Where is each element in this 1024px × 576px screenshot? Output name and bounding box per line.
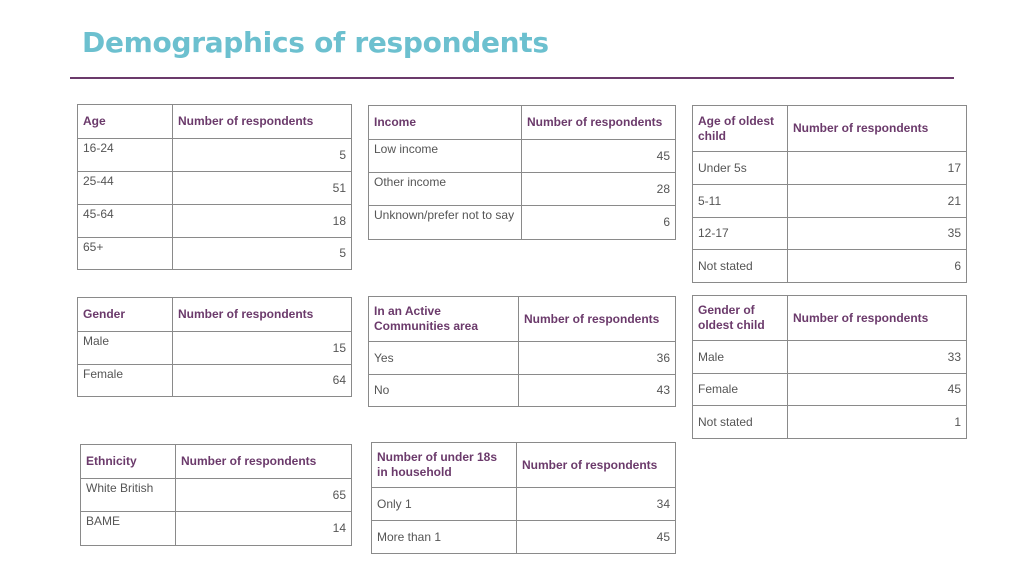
ethnicity-table: Ethnicity Number of respondents White Br… xyxy=(80,444,352,546)
row-label: Only 1 xyxy=(371,487,517,521)
table-row: Unknown/prefer not to say 6 xyxy=(368,205,676,240)
row-label: Unknown/prefer not to say xyxy=(368,205,522,240)
age-table: Age Number of respondents 16-24 5 25-44 … xyxy=(77,104,352,270)
row-label: 16-24 xyxy=(77,138,173,172)
row-label: 12-17 xyxy=(692,217,788,250)
row-label: Female xyxy=(77,364,173,397)
ethnicity-header-category: Ethnicity xyxy=(80,444,176,479)
row-label: 45-64 xyxy=(77,204,173,238)
table-row: Female 45 xyxy=(692,373,967,406)
table-row: Male 33 xyxy=(692,340,967,374)
row-value: 45 xyxy=(787,373,967,406)
gender-oldest-child-header-category: Gender of oldest child xyxy=(692,295,788,341)
row-label: Male xyxy=(692,340,788,374)
gender-of-oldest-child-table: Gender of oldest child Number of respond… xyxy=(692,295,967,439)
table-row: 16-24 5 xyxy=(77,138,352,172)
age-header-category: Age xyxy=(77,104,173,139)
row-value: 51 xyxy=(172,171,352,205)
table-row: 25-44 51 xyxy=(77,171,352,205)
active-communities-header-category: In an Active Communities area xyxy=(368,296,519,342)
income-header-count: Number of respondents xyxy=(521,105,676,140)
table-row: Under 5s 17 xyxy=(692,151,967,185)
table-row: 45-64 18 xyxy=(77,204,352,238)
active-communities-header-count: Number of respondents xyxy=(518,296,676,342)
row-value: 1 xyxy=(787,405,967,439)
row-label: Female xyxy=(692,373,788,406)
row-value: 45 xyxy=(516,520,676,554)
row-label: More than 1 xyxy=(371,520,517,554)
row-label: BAME xyxy=(80,511,176,546)
row-value: 6 xyxy=(521,205,676,240)
table-row: Low income 45 xyxy=(368,139,676,173)
row-value: 18 xyxy=(172,204,352,238)
row-label: 65+ xyxy=(77,237,173,270)
row-value: 28 xyxy=(521,172,676,206)
row-value: 65 xyxy=(175,478,352,512)
age-oldest-child-header-count: Number of respondents xyxy=(787,105,967,152)
row-value: 36 xyxy=(518,341,676,375)
row-value: 14 xyxy=(175,511,352,546)
under-18s-header-category: Number of under 18s in household xyxy=(371,442,517,488)
row-value: 35 xyxy=(787,217,967,250)
row-value: 64 xyxy=(172,364,352,397)
table-row: Not stated 1 xyxy=(692,405,967,439)
under-18s-header-count: Number of respondents xyxy=(516,442,676,488)
table-row: Other income 28 xyxy=(368,172,676,206)
row-value: 15 xyxy=(172,331,352,365)
row-label: Under 5s xyxy=(692,151,788,185)
row-value: 21 xyxy=(787,184,967,218)
income-header-category: Income xyxy=(368,105,522,140)
table-row: 12-17 35 xyxy=(692,217,967,250)
row-value: 45 xyxy=(521,139,676,173)
table-row: 65+ 5 xyxy=(77,237,352,270)
table-row: Not stated 6 xyxy=(692,249,967,283)
active-communities-table: In an Active Communities area Number of … xyxy=(368,296,676,407)
gender-header-count: Number of respondents xyxy=(172,297,352,332)
table-row: Male 15 xyxy=(77,331,352,365)
age-oldest-child-header-category: Age of oldest child xyxy=(692,105,788,152)
row-label: Low income xyxy=(368,139,522,173)
table-row: White British 65 xyxy=(80,478,352,512)
table-row: Yes 36 xyxy=(368,341,676,375)
row-value: 5 xyxy=(172,237,352,270)
table-row: No 43 xyxy=(368,374,676,407)
row-value: 5 xyxy=(172,138,352,172)
row-value: 43 xyxy=(518,374,676,407)
gender-oldest-child-header-count: Number of respondents xyxy=(787,295,967,341)
income-table: Income Number of respondents Low income … xyxy=(368,105,676,240)
table-row: Female 64 xyxy=(77,364,352,397)
page-title: Demographics of respondents xyxy=(82,26,549,59)
row-value: 17 xyxy=(787,151,967,185)
row-label: 25-44 xyxy=(77,171,173,205)
table-row: Only 1 34 xyxy=(371,487,676,521)
ethnicity-header-count: Number of respondents xyxy=(175,444,352,479)
row-label: No xyxy=(368,374,519,407)
age-header-count: Number of respondents xyxy=(172,104,352,139)
row-label: Not stated xyxy=(692,405,788,439)
row-value: 34 xyxy=(516,487,676,521)
row-label: Male xyxy=(77,331,173,365)
gender-header-category: Gender xyxy=(77,297,173,332)
row-value: 6 xyxy=(787,249,967,283)
row-label: White British xyxy=(80,478,176,512)
row-label: Not stated xyxy=(692,249,788,283)
table-row: More than 1 45 xyxy=(371,520,676,554)
under-18s-household-table: Number of under 18s in household Number … xyxy=(371,442,676,554)
age-of-oldest-child-table: Age of oldest child Number of respondent… xyxy=(692,105,967,283)
row-label: Yes xyxy=(368,341,519,375)
row-label: 5-11 xyxy=(692,184,788,218)
title-divider xyxy=(70,77,954,79)
table-row: 5-11 21 xyxy=(692,184,967,218)
row-value: 33 xyxy=(787,340,967,374)
table-row: BAME 14 xyxy=(80,511,352,546)
gender-table: Gender Number of respondents Male 15 Fem… xyxy=(77,297,352,397)
row-label: Other income xyxy=(368,172,522,206)
